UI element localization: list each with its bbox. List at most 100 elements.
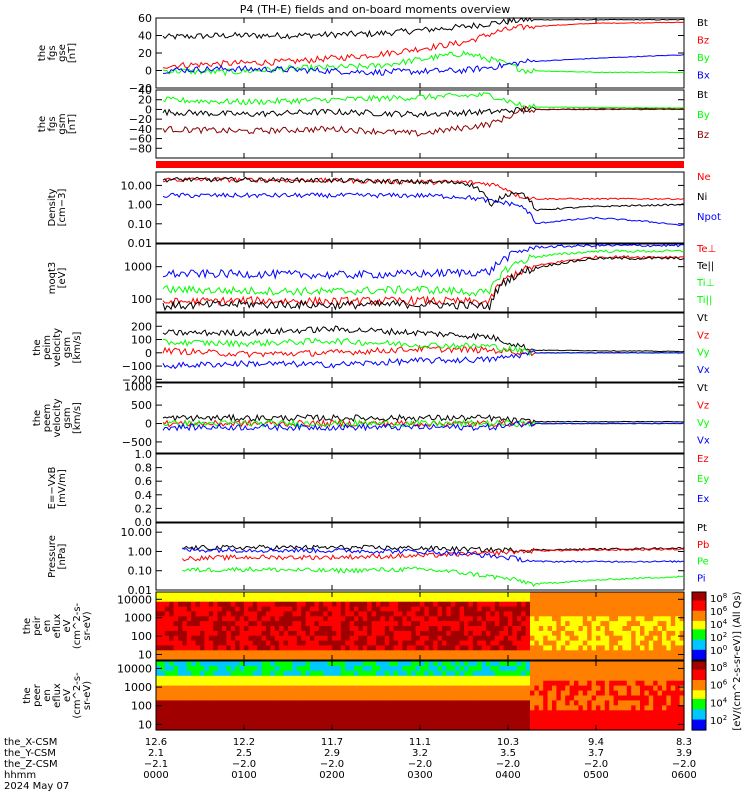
spectrogram-cell: [516, 710, 522, 716]
spectrogram-cell: [490, 626, 496, 632]
spectrogram-cell: [283, 621, 289, 627]
spectrogram-cell: [367, 725, 373, 731]
spectrogram-cell: [675, 690, 681, 697]
spectrogram-cell: [296, 700, 302, 706]
spectrogram-cell: [472, 710, 478, 716]
spectrogram-cell: [301, 665, 307, 672]
spectrogram-cell: [415, 592, 421, 598]
spectrogram-cell: [428, 596, 434, 603]
spectrogram-cell: [186, 705, 192, 711]
spectrogram-cell: [283, 616, 289, 622]
spectrogram-cell: [503, 630, 509, 637]
y-axis-label: eflux: [52, 614, 63, 639]
spectrogram-cell: [618, 630, 623, 637]
y-tick-label: 10.00: [121, 179, 153, 192]
spectrogram-cell: [552, 640, 557, 647]
spectrogram-cell: [609, 635, 615, 642]
spectrogram-cell: [587, 626, 593, 632]
legend-entry: Ti||: [696, 295, 712, 306]
spectrogram-cell: [481, 725, 487, 731]
spectrogram-cell: [310, 710, 315, 716]
spectrogram-cell: [288, 621, 293, 627]
spectrogram-cell: [323, 675, 329, 682]
spectrogram-cell: [512, 592, 518, 598]
spectrogram-cell: [552, 592, 557, 598]
spectrogram-cell: [653, 715, 659, 721]
spectrogram-cell: [261, 635, 267, 642]
spectrogram-cell: [305, 665, 311, 672]
spectrogram-cell: [666, 650, 672, 656]
spectrogram-cell: [336, 661, 342, 667]
spectrogram-cell: [178, 596, 183, 603]
spectrogram-cell: [252, 601, 258, 608]
spectrogram-cell: [406, 725, 412, 731]
spectrogram-cell: [494, 596, 500, 603]
spectrogram-cell: [644, 705, 650, 711]
series-Vt: [162, 325, 685, 353]
spectrogram-cell: [508, 601, 513, 608]
spectrogram-cell: [217, 690, 223, 697]
spectrogram-cell: [261, 592, 267, 598]
spectrogram-cell: [208, 670, 214, 677]
spectrogram-cell: [208, 690, 214, 697]
spectrogram-cell: [666, 685, 672, 692]
spectrogram-cell: [437, 630, 443, 637]
spectrogram-cell: [556, 640, 562, 647]
spectrogram-cell: [345, 611, 351, 617]
spectrogram-cell: [446, 715, 452, 721]
y-axis-label: fgs: [47, 116, 58, 131]
spectrogram-cell: [257, 661, 263, 667]
spectrogram-cell: [490, 705, 496, 711]
spectrogram-cell: [230, 710, 236, 716]
spectrogram-cell: [362, 665, 368, 672]
spectrogram-cell: [349, 626, 355, 632]
spectrogram-cell: [164, 705, 170, 711]
spectrogram-cell: [257, 670, 263, 677]
x-tick-label: 0000: [143, 770, 168, 781]
spectrogram-cell: [648, 645, 654, 651]
spectrogram-cell: [613, 680, 619, 687]
spectrogram-cell: [574, 661, 579, 667]
spectrogram-cell: [556, 650, 562, 656]
spectrogram-cell: [582, 675, 588, 682]
spectrogram-cell: [367, 601, 373, 608]
spectrogram-cell: [332, 650, 337, 656]
spectrogram-cell: [481, 601, 487, 608]
spectrogram-cell: [662, 645, 667, 651]
spectrogram-cell: [468, 650, 474, 656]
spectrogram-cell: [301, 720, 307, 726]
spectrogram-cell: [653, 626, 659, 632]
spectrogram-cell: [345, 616, 351, 622]
spectrogram-cell: [582, 700, 588, 706]
spectrogram-cell: [565, 601, 571, 608]
spectrogram-cell: [398, 695, 403, 701]
spectrogram-cell: [565, 670, 571, 677]
spectrogram-cell: [336, 596, 342, 603]
spectrogram-cell: [389, 695, 395, 701]
spectrogram-cell: [398, 640, 403, 647]
spectrogram-cell: [380, 616, 386, 622]
spectrogram-cell: [204, 596, 210, 603]
x-tick-label: −2.0: [408, 759, 432, 770]
spectrogram-cell: [261, 601, 267, 608]
spectrogram-cell: [279, 645, 285, 651]
spectrogram-cell: [486, 635, 491, 642]
spectrogram-cell: [428, 705, 434, 711]
spectrogram-cell: [380, 596, 386, 603]
spectrogram-cell: [433, 665, 439, 672]
spectrogram-cell: [618, 616, 623, 622]
x-tick-label: 0500: [583, 770, 608, 781]
spectrogram-cell: [244, 725, 249, 731]
spectrogram-cell: [653, 655, 659, 661]
spectrogram-cell: [631, 725, 637, 731]
spectrogram-cell: [437, 670, 443, 677]
legend-entry: Pt: [697, 523, 707, 534]
spectrogram-cell: [596, 640, 601, 647]
spectrogram-cell: [578, 645, 584, 651]
spectrogram-cell: [464, 680, 469, 687]
y-axis-label: the: [22, 687, 33, 703]
spectrogram-cell: [670, 650, 676, 656]
spectrogram-cell: [490, 725, 496, 731]
spectrogram-cell: [428, 685, 434, 692]
spectrogram-cell: [358, 685, 364, 692]
